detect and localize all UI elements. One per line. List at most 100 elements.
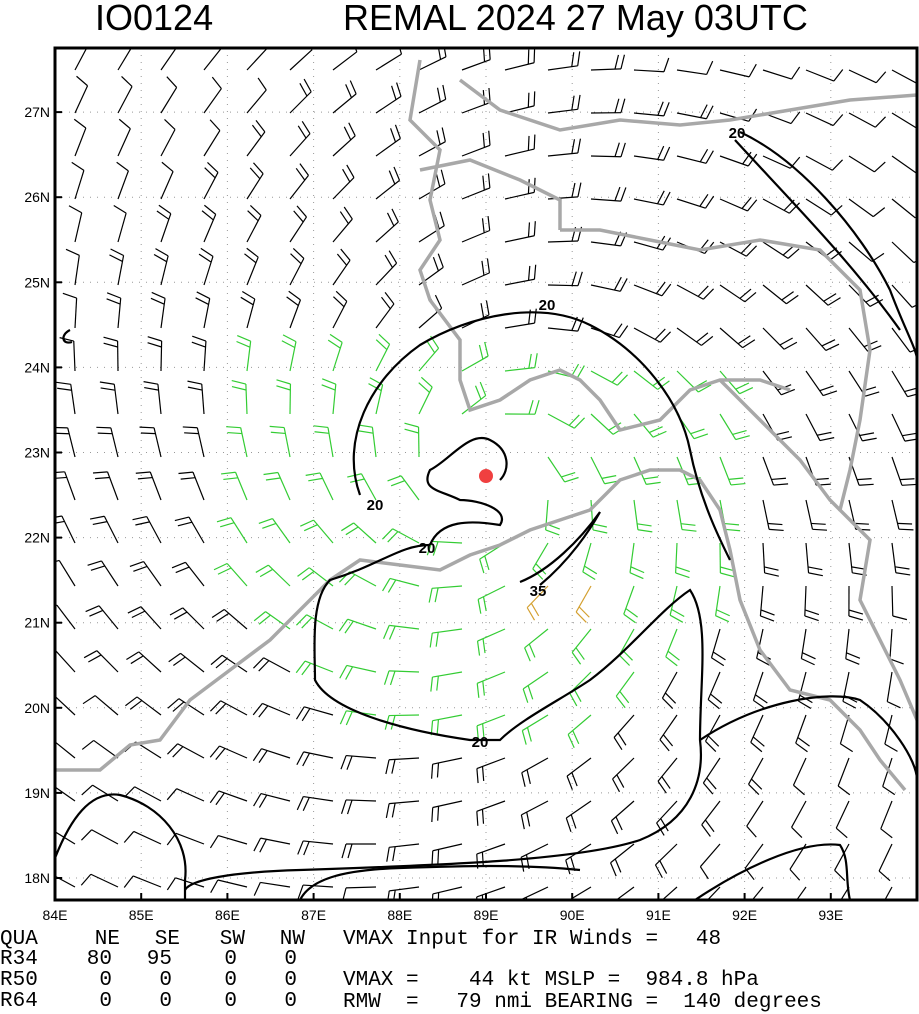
barb-feather <box>808 572 823 577</box>
contour-label: 20 <box>367 497 384 514</box>
map-area <box>55 48 917 900</box>
barb-feather <box>520 814 525 830</box>
barb-feather <box>744 291 757 303</box>
wind-barb <box>891 112 917 130</box>
barb-staff <box>203 298 211 329</box>
barb-feather <box>725 528 741 532</box>
barb-staff <box>661 671 678 699</box>
wind-barb <box>521 757 549 787</box>
wind-barb <box>504 221 536 243</box>
barb-staff <box>289 174 309 200</box>
wind-barb <box>633 145 671 161</box>
barb-feather <box>430 676 434 692</box>
wind-barb <box>805 69 844 82</box>
barb-feather <box>394 124 401 139</box>
barb-staff <box>707 671 721 700</box>
wind-barb <box>748 757 764 795</box>
wind-barb <box>795 714 810 753</box>
contour-label: 20 <box>472 734 489 751</box>
wind-barb <box>834 843 850 881</box>
barb-feather <box>251 124 262 138</box>
barb-feather <box>533 264 537 280</box>
barb-feather <box>769 528 784 532</box>
barb-feather <box>387 531 399 543</box>
barb-feather <box>391 759 396 774</box>
barb-staff <box>837 757 850 787</box>
wind-barb <box>187 380 205 415</box>
barb-feather <box>657 380 670 390</box>
barb-feather <box>150 297 165 305</box>
barb-staff <box>246 131 266 157</box>
barb-staff <box>327 427 334 458</box>
barb-feather <box>832 114 844 126</box>
barb-feather <box>303 78 312 93</box>
barb-feather <box>211 608 225 618</box>
barb-staff <box>313 519 334 544</box>
wind-barb <box>504 353 538 372</box>
wind-barb <box>82 695 119 716</box>
barb-staff <box>477 628 506 642</box>
barb-feather <box>614 858 622 873</box>
wind-barb <box>210 879 248 893</box>
wind-barb <box>252 748 291 763</box>
wind-barb <box>289 247 305 286</box>
contour-label: 20 <box>419 540 436 557</box>
barb-feather <box>106 292 121 299</box>
barb-staff <box>74 255 80 286</box>
wind-barb <box>332 290 348 329</box>
wind-barb <box>289 78 312 114</box>
barb-feather <box>390 480 405 487</box>
wind-barb <box>169 607 205 630</box>
wind-barb <box>752 671 768 710</box>
barb-feather <box>443 48 447 57</box>
barb-feather <box>825 343 840 352</box>
barb-feather <box>282 334 297 343</box>
barb-feather <box>791 66 801 80</box>
barb-staff <box>303 795 334 802</box>
barb-staff <box>676 155 707 164</box>
barb-staff <box>461 144 491 157</box>
wind-barb <box>87 560 119 587</box>
barb-feather <box>76 75 88 87</box>
barb-staff <box>719 198 748 212</box>
barb-feather <box>571 652 582 665</box>
barb-feather <box>582 571 596 581</box>
wind-barb <box>805 327 840 352</box>
wind-barb <box>166 788 205 802</box>
barb-staff <box>633 69 664 73</box>
barb-feather <box>660 818 669 832</box>
wind-barb <box>123 786 162 802</box>
barb-feather <box>62 292 77 299</box>
barb-staff <box>246 256 259 286</box>
barb-staff <box>245 383 248 415</box>
wind-barb <box>461 341 489 372</box>
barb-feather <box>611 371 623 383</box>
barb-feather <box>253 162 264 175</box>
lon-label: 91E <box>646 907 671 923</box>
wind-barb <box>848 69 887 84</box>
barb-staff <box>319 472 334 501</box>
barb-feather <box>662 734 674 747</box>
barb-feather <box>276 385 291 391</box>
barb-feather <box>728 477 744 480</box>
barb-feather <box>521 730 527 745</box>
wind-barb <box>332 164 355 200</box>
barb-feather <box>59 337 74 342</box>
barb-feather <box>567 734 575 748</box>
barb-feather <box>65 248 80 256</box>
barb-feather <box>392 846 396 862</box>
barb-staff <box>160 171 174 200</box>
barb-staff <box>55 649 76 673</box>
barb-feather <box>854 522 869 525</box>
wind-barb <box>168 652 205 673</box>
wind-barb <box>590 142 626 158</box>
barb-staff <box>160 255 169 286</box>
wind-barb <box>842 671 858 709</box>
barb-staff <box>656 800 678 824</box>
barb-feather <box>344 620 354 634</box>
wind-barb <box>633 57 670 73</box>
barb-staff <box>461 229 490 243</box>
barb-feather <box>385 759 390 775</box>
wind-barb <box>59 337 76 372</box>
barb-staff <box>149 471 162 501</box>
